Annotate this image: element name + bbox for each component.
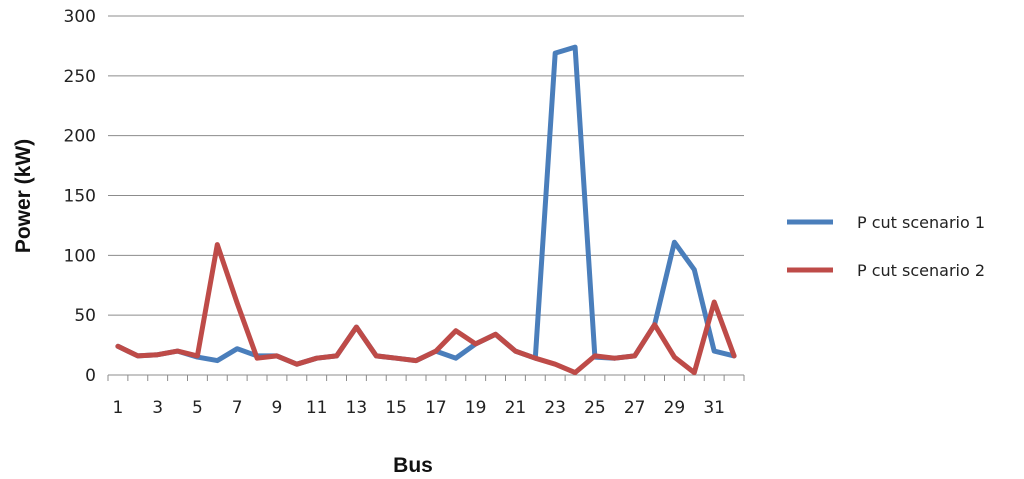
y-tick-label: 0 bbox=[85, 366, 96, 386]
y-tick-label: 50 bbox=[74, 306, 96, 326]
legend-label-1: P cut scenario 1 bbox=[857, 213, 985, 232]
y-axis-ticks: 0 50 100 150 200 250 300 bbox=[64, 7, 96, 386]
x-tick-label: 29 bbox=[664, 398, 686, 418]
y-tick-label: 200 bbox=[64, 127, 96, 147]
x-tick-label: 9 bbox=[272, 398, 283, 418]
y-tick-label: 100 bbox=[64, 246, 96, 266]
x-tick-label: 25 bbox=[584, 398, 606, 418]
x-axis-title: Bus bbox=[393, 454, 433, 477]
x-tick-label: 11 bbox=[306, 398, 328, 418]
x-tick-label: 1 bbox=[113, 398, 124, 418]
series-line-1 bbox=[115, 44, 737, 367]
x-tick-label: 7 bbox=[232, 398, 243, 418]
x-tick-label: 31 bbox=[703, 398, 725, 418]
x-axis-ticks: 1 3 5 7 9 11 13 15 17 19 21 23 25 27 29 31 bbox=[113, 398, 725, 418]
y-tick-label: 150 bbox=[64, 187, 96, 207]
x-tick-label: 17 bbox=[425, 398, 447, 418]
x-tick-label: 27 bbox=[624, 398, 646, 418]
legend: P cut scenario 1 P cut scenario 2 bbox=[787, 213, 985, 280]
x-tick-label: 19 bbox=[465, 398, 487, 418]
y-axis-title: Power (kW) bbox=[12, 139, 35, 253]
y-tick-label: 250 bbox=[64, 67, 96, 87]
series-line-2 bbox=[115, 242, 737, 376]
y-tick-label: 300 bbox=[64, 7, 96, 27]
x-tick-label: 15 bbox=[385, 398, 407, 418]
legend-label-2: P cut scenario 2 bbox=[857, 261, 985, 280]
x-tick-label: 21 bbox=[505, 398, 527, 418]
x-axis bbox=[107, 374, 745, 381]
x-tick-label: 5 bbox=[192, 398, 203, 418]
x-tick-label: 3 bbox=[152, 398, 163, 418]
series-lines bbox=[115, 44, 737, 376]
gridlines bbox=[108, 15, 744, 316]
x-tick-label: 13 bbox=[346, 398, 368, 418]
x-tick-label: 23 bbox=[544, 398, 566, 418]
